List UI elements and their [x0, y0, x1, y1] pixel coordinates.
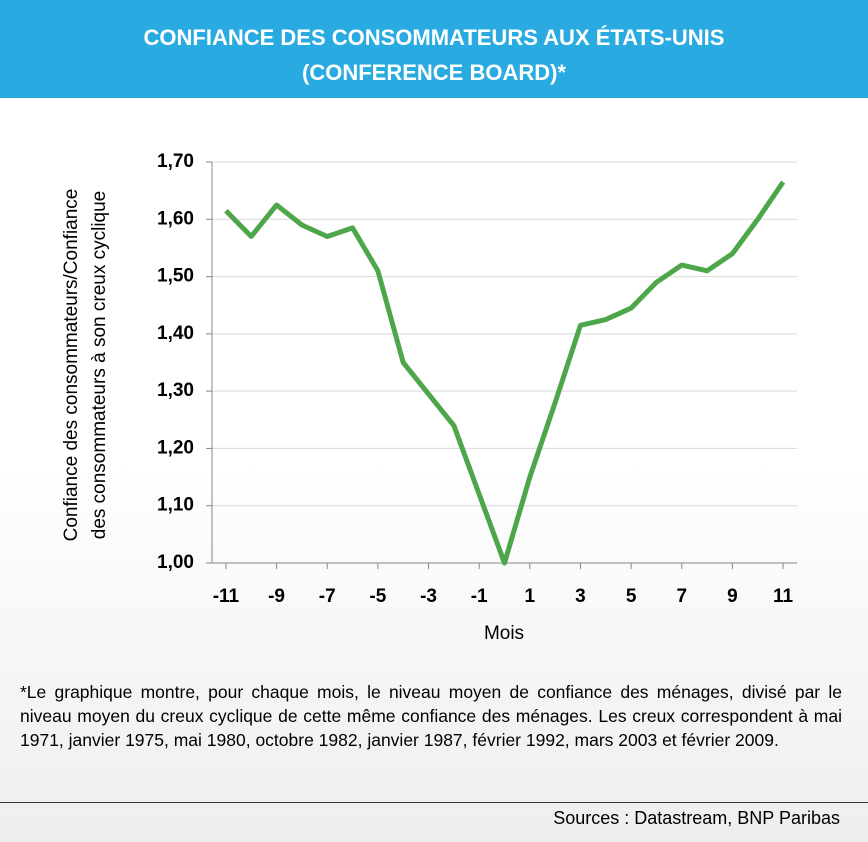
title-banner	[0, 0, 868, 98]
x-tick-label: -5	[369, 586, 386, 607]
x-tick-label: 5	[626, 586, 637, 607]
source: Sources : Datastream, BNP Paribas	[553, 808, 840, 828]
x-tick-label: -11	[213, 586, 240, 607]
chart-title: (CONFERENCE BOARD)*	[302, 60, 566, 85]
footnote: *Le graphique montre, pour chaque mois, …	[20, 682, 842, 750]
x-tick-label: 1	[525, 586, 536, 607]
x-tick-label: 11	[773, 586, 794, 607]
y-tick-label: 1,20	[157, 437, 194, 458]
chart-title: CONFIANCE DES CONSOMMATEURS AUX ÉTATS-UN…	[144, 25, 725, 50]
x-tick-label: 9	[727, 586, 738, 607]
x-tick-label: -7	[319, 586, 336, 607]
y-tick-label: 1,50	[157, 266, 194, 287]
chart: CONFIANCE DES CONSOMMATEURS AUX ÉTATS-UN…	[0, 0, 868, 644]
x-tick-label: -1	[471, 586, 488, 607]
y-tick-label: 1,30	[157, 380, 194, 401]
x-tick-label: -9	[268, 586, 285, 607]
separator	[0, 802, 868, 803]
y-tick-label: 1,70	[157, 151, 194, 172]
x-tick-label: -3	[420, 586, 437, 607]
y-axis-label: des consommateurs à son creux cyclique	[89, 191, 110, 540]
line-series	[224, 180, 786, 566]
y-tick-label: 1,40	[157, 323, 194, 344]
y-axis-label: Confiance des consommateurs/Confiance	[61, 189, 82, 542]
y-tick-label: 1,00	[157, 552, 194, 573]
x-tick-label: 3	[575, 586, 586, 607]
y-tick-label: 1,60	[157, 208, 194, 229]
x-tick-label: 7	[676, 586, 687, 607]
x-axis-label: Mois	[484, 623, 524, 644]
y-tick-label: 1,10	[157, 495, 194, 516]
